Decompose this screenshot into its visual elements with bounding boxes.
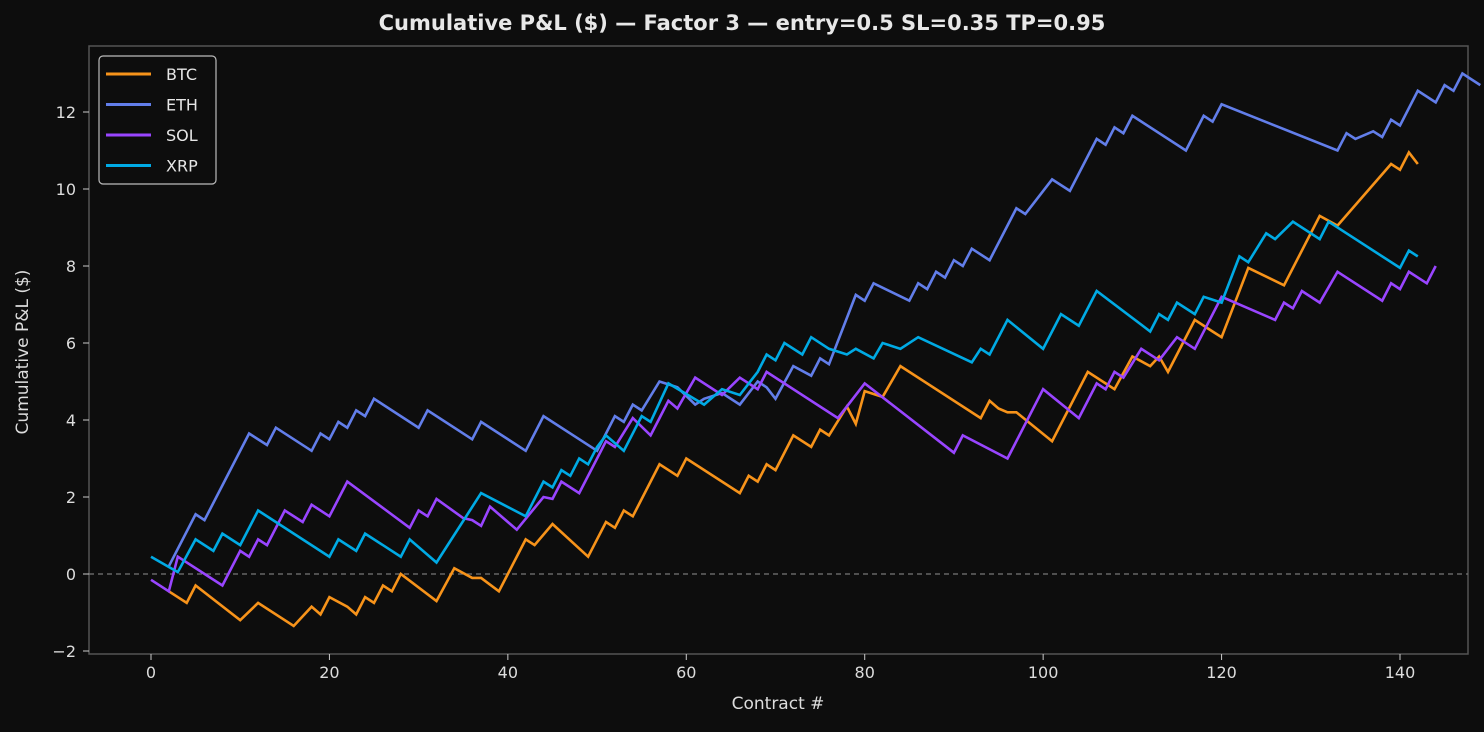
legend-label-sol: SOL xyxy=(166,126,198,145)
x-tick-label: 100 xyxy=(1028,663,1059,682)
x-tick-label: 60 xyxy=(676,663,696,682)
series-line-xrp xyxy=(150,219,1419,574)
y-tick-label: 12 xyxy=(56,103,76,122)
series-line-eth xyxy=(167,71,1482,567)
y-tick-label: 8 xyxy=(66,257,76,276)
y-tick-label: 10 xyxy=(56,180,76,199)
series-lines xyxy=(150,71,1482,628)
x-tick-label: 80 xyxy=(855,663,875,682)
y-tick-label: 2 xyxy=(66,488,76,507)
x-tick-label: 140 xyxy=(1385,663,1416,682)
legend-label-eth: ETH xyxy=(166,96,198,115)
x-tick-label: 40 xyxy=(498,663,518,682)
x-axis-label: Contract # xyxy=(731,694,825,714)
y-tick-label: 0 xyxy=(66,565,76,584)
axes: 0 20 40 60 80 100 120 140 −2 0 2 4 6 8 10 12 xyxy=(52,45,1469,682)
legend: BTC ETH SOL XRP xyxy=(98,55,217,185)
legend-label-xrp: XRP xyxy=(166,157,198,176)
y-tick-label: 6 xyxy=(66,334,76,353)
x-tick-label: 20 xyxy=(319,663,339,682)
x-tick-label: 0 xyxy=(146,663,156,682)
series-line-btc xyxy=(168,149,1419,628)
y-tick-label: −2 xyxy=(52,642,76,661)
axes-frame xyxy=(88,45,1469,655)
legend-box xyxy=(98,55,217,185)
legend-label-btc: BTC xyxy=(166,65,197,84)
y-tick-label: 4 xyxy=(66,411,76,430)
chart-title: Cumulative P&L ($) — Factor 3 — entry=0.… xyxy=(378,11,1106,35)
x-tick-label: 120 xyxy=(1206,663,1237,682)
